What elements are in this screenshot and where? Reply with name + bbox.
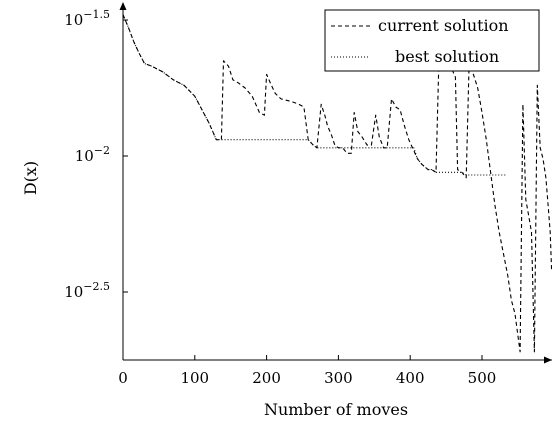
x-axis-label: Number of moves <box>264 400 408 419</box>
y-tick-base: 10 <box>64 283 83 301</box>
x-tick-label: 0 <box>118 369 128 387</box>
y-axis-arrow <box>119 2 127 10</box>
y-tick-exponent: −1.5 <box>83 8 110 21</box>
y-tick-group: 10−1.510−210−2.5 <box>64 8 128 301</box>
y-tick-label: 10−1.5 <box>64 8 110 29</box>
x-tick-group: 0 100 200 300 400 500 <box>118 355 496 387</box>
x-tick-label: 400 <box>396 369 425 387</box>
y-tick-label: 10−2.5 <box>64 280 110 301</box>
x-tick-label: 300 <box>324 369 353 387</box>
legend-label-best-solution: best solution <box>395 47 499 66</box>
series-line-best-solution <box>123 14 508 176</box>
y-tick-base: 10 <box>75 147 94 165</box>
series-line-current-solution <box>123 14 552 353</box>
legend-box <box>324 9 540 72</box>
y-axis-label: D(x) <box>21 161 40 195</box>
y-tick-exponent: −2 <box>94 144 110 157</box>
legend-label-current-solution: current solution <box>378 16 509 35</box>
plot-area <box>123 14 552 353</box>
y-tick-base: 10 <box>64 11 83 29</box>
x-tick-label: 100 <box>180 369 209 387</box>
x-tick-label: 500 <box>468 369 497 387</box>
x-tick-label: 200 <box>252 369 281 387</box>
y-tick-exponent: −2.5 <box>83 280 110 293</box>
legend: current solution best solution <box>324 9 540 72</box>
x-axis-arrow <box>544 356 552 364</box>
y-tick-label: 10−2 <box>75 144 110 165</box>
